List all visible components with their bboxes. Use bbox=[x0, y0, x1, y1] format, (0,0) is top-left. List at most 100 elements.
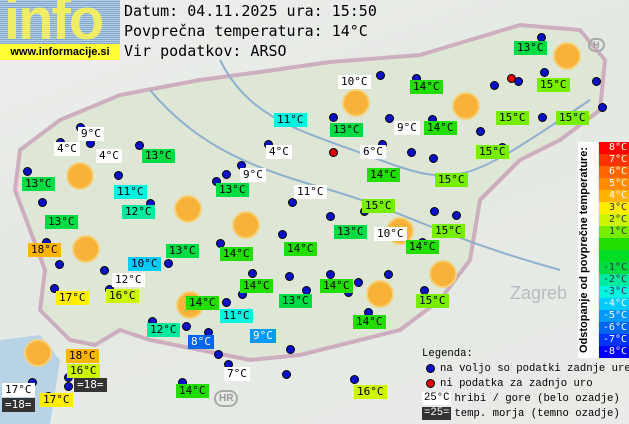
station-dot[interactable] bbox=[376, 71, 385, 80]
station-dot[interactable] bbox=[326, 270, 335, 279]
temperature-label: 15°C bbox=[435, 173, 468, 187]
station-dot[interactable] bbox=[38, 198, 47, 207]
station-dot[interactable] bbox=[55, 260, 64, 269]
station-dot[interactable] bbox=[354, 278, 363, 287]
temperature-label: 10°C bbox=[128, 257, 161, 271]
temperature-label: 14°C bbox=[186, 296, 219, 310]
red-dot-icon bbox=[426, 379, 435, 388]
station-dot[interactable] bbox=[476, 127, 485, 136]
scale-step: -6°C bbox=[599, 322, 629, 334]
temperature-label: 14°C bbox=[220, 247, 253, 261]
sun-icon bbox=[553, 42, 581, 70]
station-dot[interactable] bbox=[278, 230, 287, 239]
temperature-label: 12°C bbox=[112, 273, 145, 287]
temperature-label: 4°C bbox=[54, 142, 80, 156]
station-dot[interactable] bbox=[430, 207, 439, 216]
station-dot[interactable] bbox=[23, 167, 32, 176]
station-dot[interactable] bbox=[286, 345, 295, 354]
station-dot[interactable] bbox=[248, 269, 257, 278]
temperature-label: 9°C bbox=[78, 127, 104, 141]
station-dot[interactable] bbox=[135, 141, 144, 150]
legend-hill-sample: 25°C bbox=[422, 392, 452, 405]
station-dot[interactable] bbox=[329, 113, 338, 122]
station-dot[interactable] bbox=[285, 272, 294, 281]
place-label-h: H bbox=[588, 38, 605, 52]
temperature-label: 16°C bbox=[354, 385, 387, 399]
station-dot[interactable] bbox=[64, 382, 73, 391]
temperature-label: 15°C bbox=[362, 199, 395, 213]
station-dot[interactable] bbox=[282, 370, 291, 379]
temperature-label: =18= bbox=[2, 398, 35, 412]
temperature-label: 18°C bbox=[28, 243, 61, 257]
temperature-label: 18°C bbox=[66, 349, 99, 363]
temperature-label: 14°C bbox=[367, 168, 400, 182]
station-dot[interactable] bbox=[114, 171, 123, 180]
station-dot[interactable] bbox=[214, 350, 223, 359]
temperature-label: 14°C bbox=[410, 80, 443, 94]
station-dot[interactable] bbox=[385, 114, 394, 123]
station-dot[interactable] bbox=[100, 266, 109, 275]
temperature-label: 15°C bbox=[556, 111, 589, 125]
station-dot[interactable] bbox=[50, 284, 59, 293]
station-dot-missing[interactable] bbox=[329, 148, 338, 157]
temperature-label: 6°C bbox=[360, 145, 386, 159]
station-dot-missing[interactable] bbox=[507, 74, 516, 83]
sun-icon bbox=[366, 280, 394, 308]
temperature-label: 9°C bbox=[394, 121, 420, 135]
station-dot[interactable] bbox=[326, 212, 335, 221]
temperature-label: 14°C bbox=[284, 242, 317, 256]
sun-icon bbox=[452, 92, 480, 120]
station-dot[interactable] bbox=[164, 259, 173, 268]
scale-step: -7°C bbox=[599, 334, 629, 346]
temperature-label: 13°C bbox=[514, 41, 547, 55]
station-dot[interactable] bbox=[538, 113, 547, 122]
deviation-scale: 8°C 7°C 6°C 5°C 4°C 3°C 2°C 1°C -1°C -2°C -3°C -4°C… bbox=[599, 142, 629, 358]
sun-icon bbox=[66, 162, 94, 190]
station-dot[interactable] bbox=[222, 170, 231, 179]
temperature-label: 13°C bbox=[142, 149, 175, 163]
station-dot[interactable] bbox=[384, 270, 393, 279]
temperature-label: 13°C bbox=[279, 294, 312, 308]
station-dot[interactable] bbox=[350, 375, 359, 384]
station-dot[interactable] bbox=[592, 77, 601, 86]
station-dot[interactable] bbox=[429, 154, 438, 163]
station-dot[interactable] bbox=[222, 298, 231, 307]
temperature-label: 13°C bbox=[22, 177, 55, 191]
legend-available: na voljo so podatki zadnje ure bbox=[440, 362, 629, 375]
temperature-label: 9°C bbox=[250, 329, 276, 343]
legend-sea-text: temp. morja (temno ozadje) bbox=[454, 407, 620, 420]
temperature-label: 13°C bbox=[216, 183, 249, 197]
station-dot[interactable] bbox=[182, 322, 191, 331]
temperature-label: 13°C bbox=[166, 244, 199, 258]
station-dot[interactable] bbox=[452, 211, 461, 220]
temperature-label: 14°C bbox=[240, 279, 273, 293]
temperature-label: 14°C bbox=[353, 315, 386, 329]
station-dot[interactable] bbox=[288, 198, 297, 207]
temperature-label: 11°C bbox=[274, 113, 307, 127]
scale-step: -2°C bbox=[599, 274, 629, 286]
station-dot[interactable] bbox=[490, 81, 499, 90]
temperature-label: 14°C bbox=[176, 384, 209, 398]
station-dot[interactable] bbox=[540, 68, 549, 77]
temperature-label: 16°C bbox=[67, 364, 100, 378]
logo[interactable]: info www.informacije.si bbox=[0, 0, 120, 60]
temperature-label: 9°C bbox=[240, 168, 266, 182]
site-url-link[interactable]: www.informacije.si bbox=[0, 44, 120, 60]
temperature-label: 17°C bbox=[40, 393, 73, 407]
station-dot[interactable] bbox=[407, 148, 416, 157]
sun-icon bbox=[429, 260, 457, 288]
scale-step: -4°C bbox=[599, 298, 629, 310]
temperature-label: 15°C bbox=[496, 111, 529, 125]
scale-step bbox=[599, 238, 629, 250]
scale-title: Odstopanje od povprečne temperature: bbox=[578, 142, 598, 358]
scale-step: 2°C bbox=[599, 214, 629, 226]
legend-missing: ni podatka za zadnjo uro bbox=[440, 377, 593, 390]
temperature-label: 15°C bbox=[476, 145, 509, 159]
sun-icon bbox=[24, 339, 52, 367]
sun-icon bbox=[342, 89, 370, 117]
place-label-hr: HR bbox=[214, 390, 239, 407]
scale-step bbox=[599, 250, 629, 262]
station-dot[interactable] bbox=[598, 103, 607, 112]
scale-step: -5°C bbox=[599, 310, 629, 322]
